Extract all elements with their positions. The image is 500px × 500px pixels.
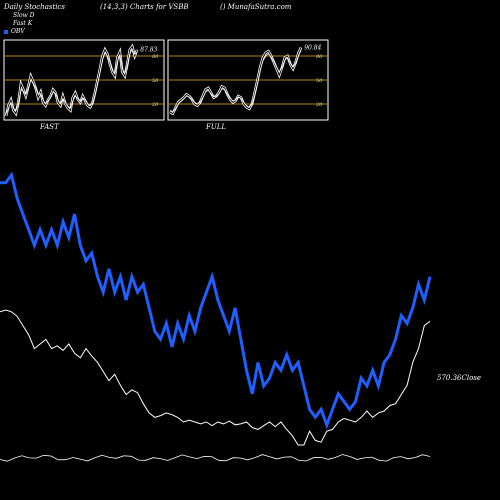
close-price-label: 570.36Close — [437, 374, 481, 382]
fast-last-value: 87.83 — [140, 47, 157, 54]
legend-swatch — [4, 29, 8, 34]
legend-item-fast-k: Fast K — [4, 20, 32, 27]
chart-subtitle: (14,3,3) Charts for VSBB — [100, 3, 189, 11]
legend-label: Slow D — [13, 12, 35, 19]
legend-swatch — [4, 20, 10, 27]
full-level-label: 50 — [316, 78, 323, 84]
full-level-label: 20 — [315, 102, 323, 108]
legend-item-slow-d: Slow D — [4, 12, 35, 19]
chart-title: Daily Stochastics — [4, 3, 66, 11]
fast-slow-d-line — [5, 48, 138, 114]
fast-level-label: 80 — [152, 54, 159, 60]
full-slow-d-line — [169, 50, 302, 113]
full-level-label: 80 — [316, 54, 323, 60]
legend-swatch — [4, 12, 10, 19]
full-last-value: 90.84 — [304, 44, 321, 51]
fast-level-label: 50 — [152, 78, 159, 84]
full-panel-title: FULL — [205, 123, 226, 131]
obv-line — [0, 171, 432, 430]
legend-label: Fast K — [13, 20, 33, 27]
volume-strip-line — [0, 454, 431, 462]
legend-item-obv: OBV — [4, 28, 25, 35]
site-credit: () MunafaSutra.com — [220, 3, 292, 11]
fast-panel-title: FAST — [39, 123, 60, 131]
legend-label: OBV — [11, 28, 25, 35]
fast-level-label: 20 — [151, 102, 159, 108]
close-price-line — [0, 309, 431, 446]
